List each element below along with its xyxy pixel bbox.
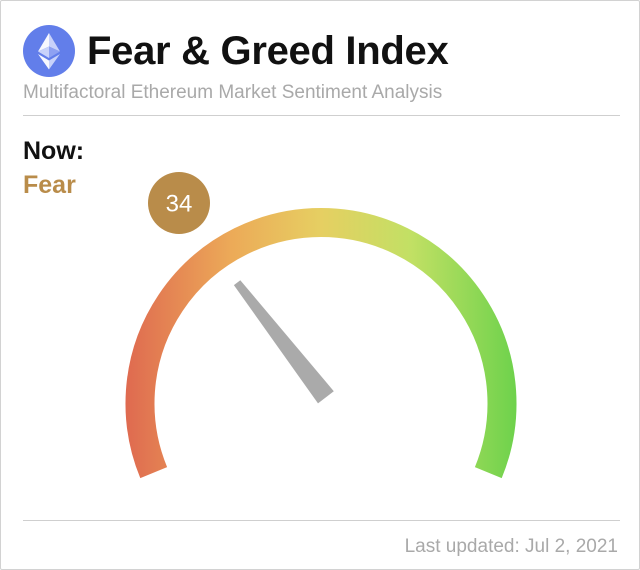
ethereum-logo-icon xyxy=(23,25,75,77)
header-divider xyxy=(23,115,620,116)
gauge-needle xyxy=(233,280,334,404)
sentiment-label: Fear xyxy=(23,171,76,199)
score-value: 34 xyxy=(166,191,193,218)
gauge-arc xyxy=(125,208,517,479)
now-label: Now: xyxy=(23,137,85,165)
last-updated: Last updated: Jul 2, 2021 xyxy=(404,536,618,557)
score-badge xyxy=(148,172,210,234)
footer-divider xyxy=(23,520,620,521)
sentiment-gauge: 34 xyxy=(125,172,517,479)
page-subtitle: Multifactoral Ethereum Market Sentiment … xyxy=(23,82,443,103)
page-title: Fear & Greed Index xyxy=(87,29,449,73)
